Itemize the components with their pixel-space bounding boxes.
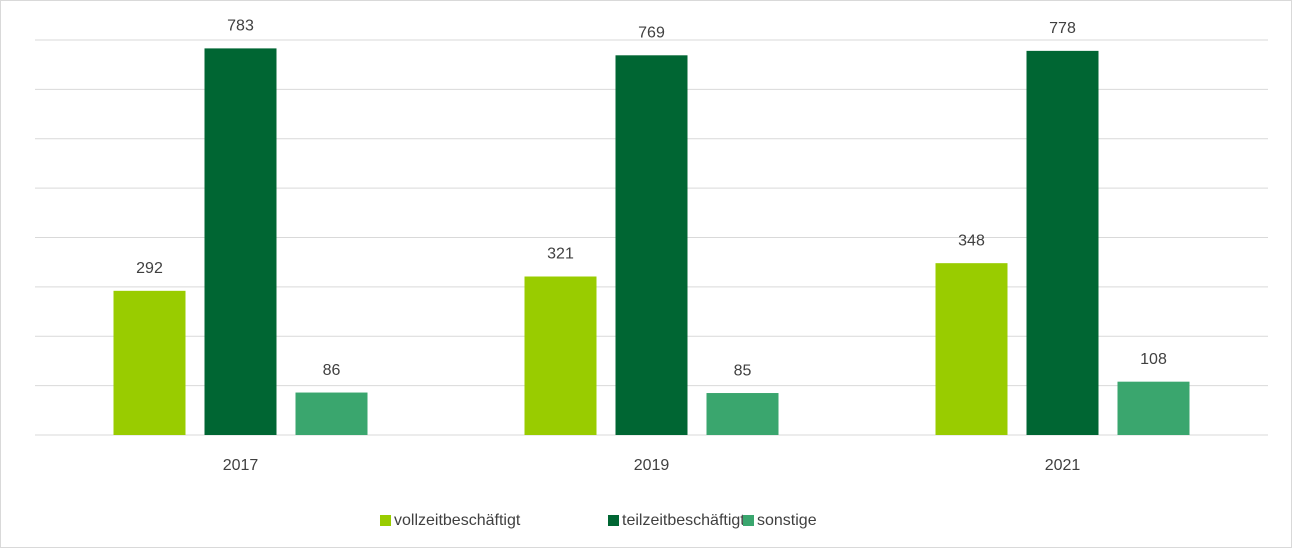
x-tick-label: 2017 [223,457,259,474]
bar [706,393,779,435]
data-label: 348 [958,232,985,249]
bar [615,55,688,436]
bar [1026,50,1099,436]
data-label: 86 [323,362,341,379]
legend-swatch [608,515,619,526]
data-label: 783 [227,18,254,35]
bar [524,276,597,435]
legend-label: vollzeitbeschäftigt [394,512,521,529]
bar [295,392,368,435]
legend-swatch [380,515,391,526]
x-tick-label: 2021 [1045,457,1081,474]
x-tick-label: 2019 [634,457,670,474]
data-label: 108 [1140,351,1167,368]
data-label: 85 [734,362,752,379]
legend-label: sonstige [757,512,817,529]
bar [113,290,186,435]
data-label: 321 [547,246,574,263]
bar [935,263,1008,435]
bar [1117,381,1190,435]
data-label: 769 [638,25,665,42]
legend-label: teilzeitbeschäftigt [622,512,745,529]
data-label: 292 [136,260,163,277]
data-label: 778 [1049,20,1076,37]
legend-swatch [743,515,754,526]
bar [204,48,277,436]
